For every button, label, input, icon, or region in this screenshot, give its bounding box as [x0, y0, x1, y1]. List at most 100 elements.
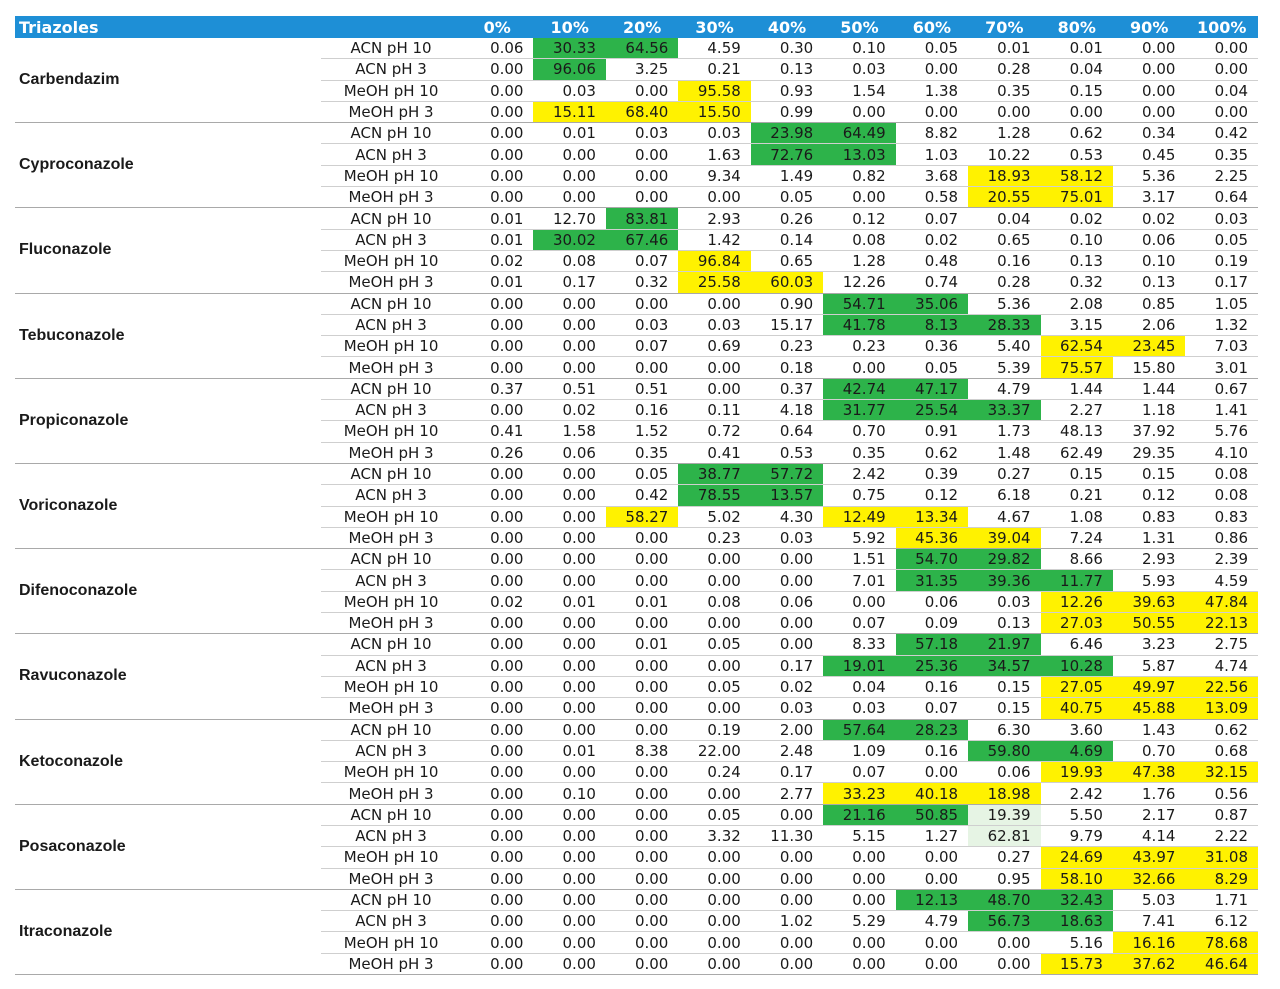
- value-cell: 0.10: [533, 782, 606, 805]
- value-cell: 0.00: [750, 953, 824, 976]
- value-cell: 32.66: [1112, 868, 1186, 890]
- value-cell: 4.67: [968, 506, 1041, 528]
- value-cell: 4.74: [1185, 655, 1258, 677]
- value-cell: 0.93: [750, 80, 824, 102]
- value-cell: 0.00: [533, 633, 606, 656]
- value-cell: 0.00: [678, 782, 751, 805]
- value-cell: 0.00: [461, 676, 534, 699]
- value-cell: 5.40: [968, 335, 1041, 358]
- table-row: MeOH pH 10 0.41 1.58 1.52 0.72 0.64 0.70 0.91 1.…: [15, 420, 1258, 443]
- value-cell: 28.33: [968, 314, 1041, 337]
- value-cell: 0.00: [750, 548, 824, 571]
- value-cell: 0.03: [678, 314, 751, 337]
- value-cell: 0.00: [461, 101, 534, 124]
- value-cell: 0.00: [678, 569, 751, 592]
- condition-label: ACN pH 10: [321, 633, 462, 656]
- value-cell: 0.00: [461, 80, 534, 102]
- value-cell: 0.00: [533, 676, 606, 699]
- value-cell: 0.00: [461, 527, 534, 550]
- value-cell: 95.58: [678, 80, 751, 102]
- value-cell: 0.00: [461, 58, 534, 81]
- value-cell: 0.00: [461, 846, 534, 869]
- value-cell: 56.73: [968, 910, 1041, 933]
- value-cell: 3.25: [605, 58, 679, 81]
- value-cell: 45.36: [895, 527, 969, 550]
- value-cell: 0.02: [1040, 207, 1113, 230]
- table-row: MeOH pH 10 0.00 0.00 0.00 0.00 0.00 0.00 0.00 0.…: [15, 846, 1258, 869]
- value-cell: 18.63: [1040, 910, 1113, 933]
- value-cell: 0.00: [461, 761, 534, 784]
- value-cell: 0.62: [1040, 122, 1113, 145]
- value-cell: 0.03: [533, 80, 606, 102]
- value-cell: 0.00: [461, 143, 534, 166]
- value-cell: 0.00: [605, 782, 679, 805]
- value-cell: 1.32: [1185, 314, 1258, 337]
- value-cell: 7.01: [823, 569, 896, 592]
- value-cell: 0.01: [533, 122, 606, 145]
- condition-label: MeOH pH 3: [321, 101, 462, 124]
- value-cell: 0.01: [968, 38, 1041, 60]
- value-cell: 0.00: [533, 761, 606, 784]
- value-cell: 0.00: [461, 463, 534, 486]
- value-cell: 3.68: [895, 165, 969, 188]
- value-cell: 0.34: [1112, 122, 1186, 145]
- value-cell: 0.03: [605, 122, 679, 145]
- value-cell: 0.56: [1185, 782, 1258, 805]
- value-cell: 27.03: [1040, 612, 1113, 635]
- value-cell: 0.00: [461, 804, 534, 826]
- value-cell: 0.91: [895, 420, 969, 443]
- condition-label: MeOH pH 10: [321, 335, 462, 358]
- value-cell: 12.26: [823, 271, 896, 294]
- value-cell: 0.00: [461, 314, 534, 337]
- value-cell: 0.00: [533, 569, 606, 592]
- value-cell: 0.00: [1112, 58, 1186, 81]
- value-cell: 0.07: [895, 207, 969, 230]
- value-cell: 15.11: [533, 101, 606, 124]
- table-row: MeOH pH 10 0.00 0.00 58.27 5.02 4.30 12.49 13.3…: [15, 506, 1258, 528]
- value-cell: 5.03: [1112, 889, 1186, 912]
- value-cell: 16.16: [1112, 931, 1186, 954]
- value-cell: 0.01: [605, 633, 679, 656]
- value-cell: 13.34: [895, 506, 969, 528]
- value-cell: 0.00: [895, 868, 969, 890]
- value-cell: 5.50: [1040, 804, 1113, 826]
- value-cell: 0.45: [1112, 143, 1186, 166]
- value-cell: 0.03: [1185, 207, 1258, 230]
- value-cell: 0.00: [533, 356, 606, 379]
- condition-label: MeOH pH 10: [321, 676, 462, 699]
- condition-label: MeOH pH 3: [321, 356, 462, 379]
- value-cell: 0.39: [895, 463, 969, 486]
- value-cell: 0.00: [533, 165, 606, 188]
- value-cell: 0.00: [461, 484, 534, 507]
- value-cell: 0.13: [1112, 271, 1186, 294]
- value-cell: 0.00: [533, 143, 606, 166]
- condition-label: MeOH pH 3: [321, 527, 462, 550]
- value-cell: 23.98: [750, 122, 824, 145]
- value-cell: 50.85: [895, 804, 969, 826]
- value-cell: 0.00: [895, 846, 969, 869]
- value-cell: 22.13: [1185, 612, 1258, 635]
- value-cell: 0.00: [1112, 38, 1186, 60]
- condition-label: MeOH pH 10: [321, 846, 462, 869]
- value-cell: 0.00: [605, 868, 679, 890]
- value-cell: 0.00: [461, 655, 534, 677]
- value-cell: 0.00: [895, 101, 969, 124]
- value-cell: 1.42: [678, 229, 751, 251]
- value-cell: 0.00: [823, 846, 896, 869]
- value-cell: 0.14: [750, 229, 824, 251]
- table-row: MeOH pH 10 0.02 0.01 0.01 0.08 0.06 0.00 0.06 0.…: [15, 591, 1258, 614]
- value-cell: 0.68: [1185, 740, 1258, 763]
- condition-label: ACN pH 3: [321, 143, 462, 166]
- condition-label: ACN pH 10: [321, 889, 462, 912]
- column-header: 80%: [1040, 16, 1113, 38]
- table-row: MeOH pH 10 0.00 0.00 0.00 0.24 0.17 0.07 0.00 0.…: [15, 761, 1258, 784]
- table-row: Ravuconazole ACN pH 10 0.00 0.00 0.01 0.05 0.0…: [15, 633, 1258, 720]
- value-cell: 0.64: [750, 420, 824, 443]
- value-cell: 0.00: [461, 356, 534, 379]
- value-cell: 0.00: [533, 506, 606, 528]
- value-cell: 4.59: [678, 38, 751, 60]
- value-cell: 0.21: [678, 58, 751, 81]
- condition-label: ACN pH 10: [321, 38, 462, 60]
- value-cell: 3.01: [1185, 356, 1258, 379]
- condition-label: ACN pH 10: [321, 719, 462, 741]
